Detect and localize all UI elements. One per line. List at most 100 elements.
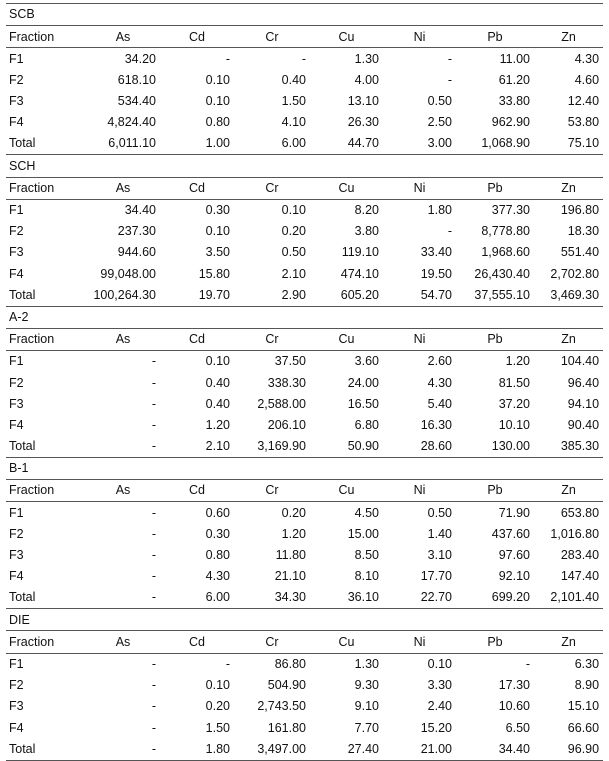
value-cell: 17.70 [420, 569, 452, 584]
value-cell: 24.00 [347, 375, 379, 390]
row-label: F2 [9, 678, 24, 693]
value-cell: 8.90 [574, 678, 600, 693]
value-cell: 8.10 [354, 569, 379, 584]
column-header: Ni [383, 176, 456, 200]
row-label: F1 [9, 656, 24, 671]
column-header: Cd [160, 25, 234, 49]
value-cell: 0.80 [205, 115, 230, 130]
value-cell: 551.40 [560, 245, 600, 260]
row-label: Total [6, 738, 86, 761]
column-header: Cd [160, 479, 234, 503]
value-cell: 9.10 [354, 699, 379, 714]
value-cell: 6.00 [234, 133, 310, 156]
value-cell: 4.00 [354, 72, 379, 87]
column-header: Cd [160, 327, 234, 352]
column-header: Fraction [6, 479, 86, 503]
data-row: F1 - 0.10 37.50 3.60 2.60 1.20 104.40 [6, 351, 603, 373]
value-cell: 1.20 [205, 417, 230, 432]
value-cell: 0.10 [205, 354, 230, 369]
section-row: SCB [6, 2, 604, 26]
row-label: F1 [9, 354, 24, 369]
value-cell: 96.40 [567, 375, 600, 390]
data-row: F3 - 0.20 2,743.50 9.10 2.40 10.60 15.10 [6, 696, 603, 717]
value-cell: 11.00 [499, 51, 530, 66]
value-cell: 1,068.90 [456, 133, 534, 156]
data-row: F2 - 0.10 504.90 9.30 3.30 17.30 8.90 [6, 675, 603, 696]
value-cell: 6.50 [505, 720, 530, 735]
value-cell: 0.20 [205, 699, 230, 714]
data-row: F2 - 0.30 1.20 15.00 1.40 437.60 1,016.80 [6, 524, 603, 545]
value-cell: - [447, 51, 452, 66]
data-row: Total -2.10 3,169.90 50.90 28.60 130.00 385.30 [6, 435, 604, 458]
value-cell: 1.00 [160, 133, 234, 156]
column-header: Cr [234, 327, 310, 352]
value-cell: 86.80 [274, 656, 306, 671]
value-cell: 15.80 [198, 266, 230, 281]
value-cell: 36.10 [310, 587, 383, 610]
value-cell: - [225, 656, 230, 671]
value-cell: 1.50 [205, 720, 230, 735]
column-header: Cu [310, 479, 383, 503]
value-cell: 34.30 [234, 587, 310, 610]
value-cell: - [151, 354, 156, 369]
column-header: Cu [310, 25, 383, 49]
value-cell: 534.40 [117, 94, 156, 109]
row-label: Total [6, 435, 86, 458]
value-cell: 4.30 [427, 375, 452, 390]
value-cell: 2,588.00 [257, 396, 306, 411]
value-cell: 4,824.40 [107, 115, 156, 130]
value-cell: 0.60 [205, 505, 230, 520]
fraction-table: SCB Fraction As Cd Cr Cu Ni Pb Zn F1 34.20- -1.30-1… [6, 2, 604, 761]
value-cell: 4.30 [205, 569, 230, 584]
value-cell: 94.10 [567, 396, 600, 411]
data-row: F1 - - 86.80 1.30 0.10 - 6.30 [6, 653, 603, 675]
value-cell: 21.10 [274, 569, 306, 584]
column-header: Cr [234, 176, 310, 200]
value-cell: 7.70 [354, 720, 379, 735]
column-header: As [86, 176, 160, 200]
value-cell: - [525, 656, 530, 671]
column-header: As [86, 25, 160, 49]
column-header: Cu [310, 327, 383, 352]
value-cell: 4.10 [281, 115, 306, 130]
header-row: Fraction As Cd Cr Cu Ni Pb Zn [6, 630, 604, 654]
value-cell: 37.20 [498, 396, 530, 411]
value-cell: 34.40 [456, 738, 534, 761]
value-cell: 15.20 [420, 720, 452, 735]
value-cell: 161.80 [267, 720, 306, 735]
value-cell: 1,968.60 [481, 245, 530, 260]
value-cell: - [86, 587, 160, 610]
value-cell: 618.10 [117, 72, 156, 87]
value-cell: 0.10 [205, 72, 230, 87]
value-cell: 8.50 [354, 548, 379, 563]
value-cell: 1.50 [281, 94, 306, 109]
value-cell: 0.10 [427, 656, 452, 671]
column-header: As [86, 630, 160, 654]
value-cell: - [151, 656, 156, 671]
value-cell: 37,555.10 [456, 284, 534, 307]
column-header: Pb [456, 479, 534, 503]
value-cell: 5.40 [427, 396, 452, 411]
value-cell: 3.00 [383, 133, 456, 156]
data-row: F3 534.40 0.10 1.50 13.10 0.50 33.80 12.40 [6, 91, 603, 112]
value-cell: 34.20 [124, 51, 156, 66]
value-cell: 8.20 [354, 203, 379, 218]
value-cell: - [151, 505, 156, 520]
data-row: F2 237.30 0.10 0.20 3.80 - 8,778.80 18.30 [6, 221, 603, 242]
data-row: F2 - 0.40 338.30 24.00 4.30 81.50 96.40 [6, 372, 603, 393]
value-cell: 605.20 [310, 284, 383, 307]
column-header: Cd [160, 176, 234, 200]
row-label: Total [6, 133, 86, 156]
value-cell: 283.40 [560, 548, 600, 563]
value-cell: 147.40 [560, 569, 600, 584]
value-cell: 206.10 [267, 417, 306, 432]
data-row: F4 - 4.30 21.10 8.10 17.70 92.10 147.40 [6, 566, 603, 587]
column-header: Ni [383, 630, 456, 654]
value-cell: 13.10 [347, 94, 379, 109]
section-row: B-1 [6, 456, 604, 480]
column-header: As [86, 327, 160, 352]
data-row: F4 - 1.50 161.80 7.70 15.20 6.50 66.60 [6, 717, 603, 738]
value-cell: - [151, 699, 156, 714]
column-header: Pb [456, 630, 534, 654]
value-cell: 37.50 [274, 354, 306, 369]
